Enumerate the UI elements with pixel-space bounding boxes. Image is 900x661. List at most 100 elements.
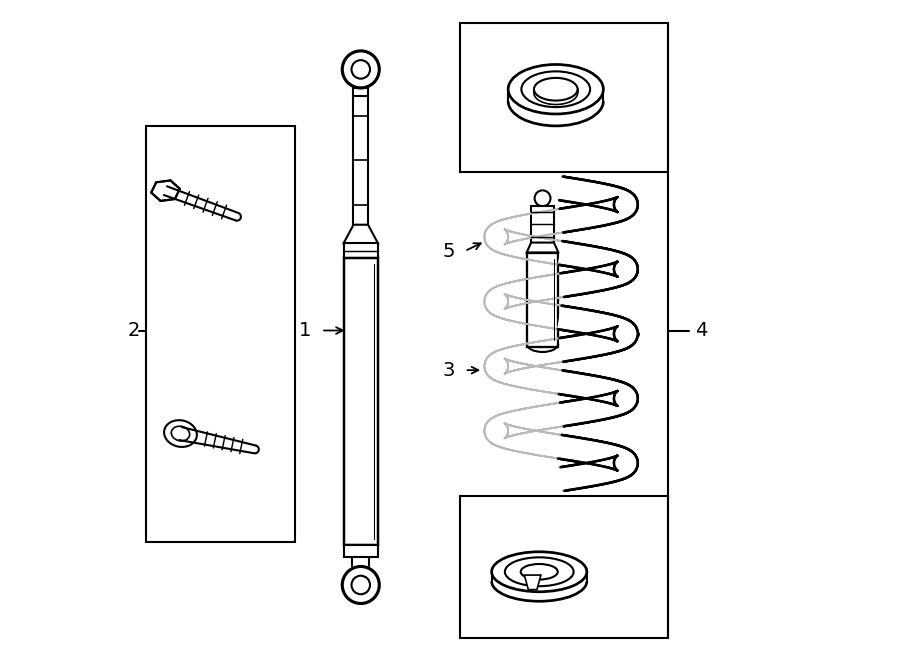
Polygon shape — [502, 425, 509, 448]
Polygon shape — [583, 310, 589, 334]
Polygon shape — [617, 257, 632, 276]
Polygon shape — [614, 447, 622, 469]
Polygon shape — [599, 331, 606, 354]
Polygon shape — [587, 333, 593, 357]
Polygon shape — [586, 463, 591, 486]
Polygon shape — [537, 432, 543, 455]
Polygon shape — [512, 427, 518, 451]
Polygon shape — [499, 286, 508, 308]
Polygon shape — [614, 461, 638, 466]
Polygon shape — [581, 374, 587, 398]
Polygon shape — [568, 178, 573, 202]
Polygon shape — [485, 230, 508, 242]
Polygon shape — [495, 294, 506, 316]
Polygon shape — [562, 403, 567, 426]
Polygon shape — [547, 211, 553, 235]
Polygon shape — [613, 253, 621, 275]
Polygon shape — [541, 276, 546, 300]
Polygon shape — [502, 284, 510, 307]
Polygon shape — [617, 391, 630, 412]
Polygon shape — [533, 407, 538, 430]
Polygon shape — [552, 210, 557, 233]
Polygon shape — [573, 206, 579, 230]
Polygon shape — [585, 269, 590, 293]
Polygon shape — [614, 460, 638, 465]
Polygon shape — [580, 374, 585, 397]
Polygon shape — [560, 403, 565, 426]
Polygon shape — [617, 455, 631, 476]
Polygon shape — [608, 444, 614, 467]
Polygon shape — [495, 222, 506, 244]
Polygon shape — [526, 365, 532, 389]
Polygon shape — [516, 216, 522, 240]
Polygon shape — [550, 339, 555, 363]
Polygon shape — [520, 429, 526, 452]
Polygon shape — [518, 364, 523, 387]
Polygon shape — [609, 251, 617, 274]
Polygon shape — [558, 338, 563, 362]
Polygon shape — [496, 222, 506, 244]
Polygon shape — [549, 304, 554, 328]
Polygon shape — [496, 359, 506, 381]
Polygon shape — [572, 243, 578, 267]
Polygon shape — [616, 390, 635, 405]
Polygon shape — [555, 370, 561, 394]
Polygon shape — [495, 416, 505, 438]
Polygon shape — [485, 361, 508, 370]
Polygon shape — [572, 401, 578, 424]
Polygon shape — [549, 210, 554, 234]
Polygon shape — [541, 432, 546, 456]
Polygon shape — [500, 350, 508, 372]
Polygon shape — [511, 346, 517, 370]
Polygon shape — [581, 463, 587, 487]
Polygon shape — [615, 253, 624, 276]
Polygon shape — [562, 208, 568, 232]
Polygon shape — [536, 213, 541, 236]
Polygon shape — [616, 198, 625, 220]
Polygon shape — [564, 402, 570, 426]
Polygon shape — [614, 204, 638, 206]
Polygon shape — [527, 366, 534, 389]
Polygon shape — [524, 235, 529, 259]
Polygon shape — [563, 177, 569, 201]
Polygon shape — [566, 243, 572, 266]
Polygon shape — [614, 392, 622, 415]
Polygon shape — [590, 268, 596, 292]
Polygon shape — [492, 294, 505, 315]
Polygon shape — [599, 266, 605, 290]
Polygon shape — [579, 464, 584, 488]
Polygon shape — [616, 383, 625, 405]
Polygon shape — [584, 375, 590, 399]
Polygon shape — [612, 381, 620, 405]
Polygon shape — [594, 377, 600, 400]
Polygon shape — [543, 340, 548, 364]
Polygon shape — [616, 327, 625, 349]
Polygon shape — [522, 235, 528, 258]
Polygon shape — [614, 202, 638, 208]
Polygon shape — [560, 338, 564, 362]
Polygon shape — [599, 396, 605, 419]
Polygon shape — [612, 263, 620, 286]
Polygon shape — [535, 278, 540, 301]
Polygon shape — [542, 276, 547, 300]
Polygon shape — [592, 182, 598, 206]
Polygon shape — [501, 360, 509, 383]
Polygon shape — [540, 406, 545, 430]
Polygon shape — [496, 416, 506, 438]
Polygon shape — [516, 364, 522, 387]
Polygon shape — [486, 358, 507, 371]
Polygon shape — [590, 462, 595, 486]
Polygon shape — [498, 295, 507, 317]
Polygon shape — [505, 284, 512, 307]
Polygon shape — [541, 368, 546, 391]
Polygon shape — [616, 194, 634, 212]
Polygon shape — [563, 402, 568, 426]
Polygon shape — [544, 239, 550, 262]
Polygon shape — [505, 426, 512, 449]
Polygon shape — [562, 371, 567, 395]
Polygon shape — [605, 265, 611, 289]
Polygon shape — [614, 459, 637, 467]
Polygon shape — [617, 451, 632, 471]
Polygon shape — [554, 434, 559, 458]
Polygon shape — [505, 219, 512, 242]
